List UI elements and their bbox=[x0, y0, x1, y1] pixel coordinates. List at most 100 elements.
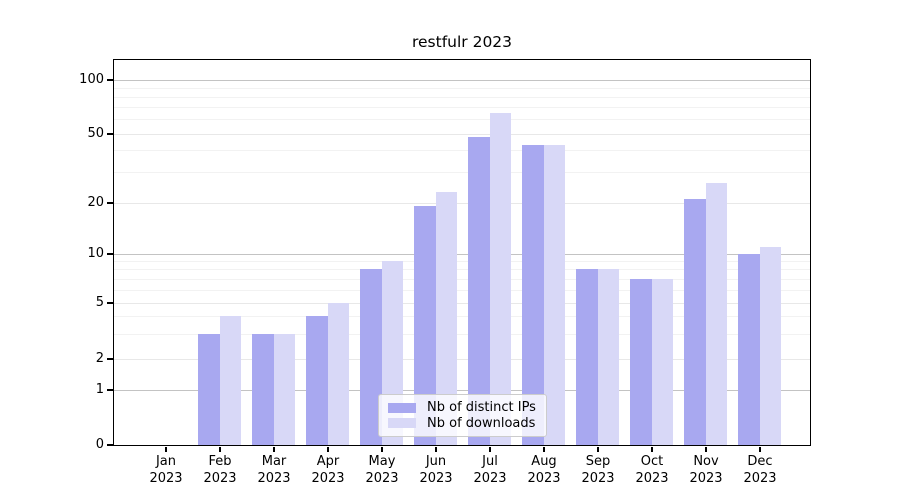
bar-distinct-ips-nov bbox=[684, 198, 706, 445]
x-axis-label-dec: Dec 2023 bbox=[732, 453, 788, 487]
gridline-minor-7 bbox=[113, 278, 810, 280]
bar-downloads-oct bbox=[651, 278, 673, 445]
x-axis-label-month: May bbox=[368, 454, 396, 469]
x-axis-tick-jun bbox=[435, 446, 437, 452]
y-axis-tick-10 bbox=[107, 253, 113, 255]
gridline-minor-30 bbox=[113, 172, 810, 173]
x-axis-label-month: Aug bbox=[531, 454, 557, 469]
y-axis-label-50: 50 bbox=[87, 126, 104, 141]
x-axis-tick-oct bbox=[651, 446, 653, 452]
x-axis-label-month: Jun bbox=[425, 454, 447, 469]
gridline-50 bbox=[113, 133, 810, 135]
y-axis-label-100: 100 bbox=[79, 72, 104, 87]
legend-label-distinct-ips: Nb of distinct IPs bbox=[427, 400, 536, 416]
bar-distinct-ips-mar bbox=[252, 333, 274, 445]
x-axis-label-year: 2023 bbox=[527, 471, 561, 486]
x-axis-label-year: 2023 bbox=[689, 471, 723, 486]
x-axis-label-month: Mar bbox=[261, 454, 287, 469]
y-axis-label-1: 1 bbox=[95, 382, 104, 397]
legend: Nb of distinct IPs Nb of downloads bbox=[378, 394, 547, 437]
gridline-100 bbox=[113, 79, 810, 81]
bar-downloads-sep bbox=[597, 269, 619, 445]
legend-item-downloads: Nb of downloads bbox=[388, 416, 537, 432]
gridline-minor-90 bbox=[113, 87, 810, 89]
gridline-minor-8 bbox=[113, 269, 810, 271]
y-axis-tick-1 bbox=[107, 389, 113, 391]
gridline-20 bbox=[113, 202, 810, 204]
x-axis-label-feb: Feb 2023 bbox=[192, 453, 248, 487]
chart-title: restfulr 2023 bbox=[411, 33, 513, 51]
x-axis-tick-feb bbox=[219, 446, 221, 452]
x-axis-tick-may bbox=[381, 446, 383, 452]
x-axis-label-apr: Apr 2023 bbox=[300, 453, 356, 487]
x-axis-tick-dec bbox=[759, 446, 761, 452]
legend-item-distinct-ips: Nb of distinct IPs bbox=[388, 400, 537, 416]
x-axis-label-month: Oct bbox=[640, 454, 664, 469]
gridline-1 bbox=[113, 389, 810, 391]
x-axis-label-jun: Jun 2023 bbox=[408, 453, 464, 487]
x-axis-label-month: Apr bbox=[316, 454, 340, 469]
gridline-minor-6 bbox=[113, 289, 810, 291]
y-axis-tick-5 bbox=[107, 302, 113, 304]
bar-downloads-apr bbox=[327, 302, 349, 445]
gridline-minor-60 bbox=[113, 119, 810, 121]
bar-downloads-jul bbox=[489, 113, 511, 445]
x-axis-tick-mar bbox=[273, 446, 275, 452]
x-axis-label-mar: Mar 2023 bbox=[246, 453, 302, 487]
y-axis-tick-20 bbox=[107, 202, 113, 204]
y-axis-label-10: 10 bbox=[87, 246, 104, 261]
gridline-minor-4 bbox=[113, 316, 810, 318]
gridline-minor-3 bbox=[113, 333, 810, 335]
y-axis-label-0: 0 bbox=[95, 437, 104, 452]
x-axis-tick-nov bbox=[705, 446, 707, 452]
x-axis-label-year: 2023 bbox=[257, 471, 291, 486]
bar-distinct-ips-dec bbox=[738, 253, 760, 445]
x-axis-label-year: 2023 bbox=[203, 471, 237, 486]
bar-downloads-mar bbox=[273, 333, 295, 445]
y-axis-tick-50 bbox=[107, 133, 113, 135]
x-axis-label-year: 2023 bbox=[365, 471, 399, 486]
y-axis-label-2: 2 bbox=[95, 351, 104, 366]
y-axis-label-5: 5 bbox=[95, 295, 104, 310]
x-axis-label-oct: Oct 2023 bbox=[624, 453, 680, 487]
x-axis-label-month: Jul bbox=[482, 454, 498, 469]
x-axis-label-year: 2023 bbox=[149, 471, 183, 486]
y-axis-tick-0 bbox=[107, 444, 113, 446]
bar-downloads-feb bbox=[219, 316, 241, 445]
gridline-5 bbox=[113, 302, 810, 304]
x-axis-tick-jan bbox=[165, 446, 167, 452]
x-axis-label-month: Sep bbox=[585, 454, 611, 469]
bar-distinct-ips-oct bbox=[630, 278, 652, 445]
bar-distinct-ips-jun bbox=[414, 206, 436, 445]
y-axis-tick-2 bbox=[107, 358, 113, 360]
x-axis-label-month: Dec bbox=[747, 454, 773, 469]
gridline-minor-80 bbox=[113, 96, 810, 98]
bar-distinct-ips-feb bbox=[198, 333, 220, 445]
x-axis-label-year: 2023 bbox=[581, 471, 615, 486]
x-axis-label-may: May 2023 bbox=[354, 453, 410, 487]
x-axis-label-nov: Nov 2023 bbox=[678, 453, 734, 487]
x-axis-label-month: Feb bbox=[208, 454, 232, 469]
x-axis-label-sep: Sep 2023 bbox=[570, 453, 626, 487]
bar-distinct-ips-apr bbox=[306, 316, 328, 445]
bar-distinct-ips-jul bbox=[468, 136, 490, 445]
bar-downloads-nov bbox=[705, 182, 727, 445]
plot-area bbox=[112, 58, 811, 446]
x-axis-tick-jul bbox=[489, 446, 491, 452]
x-axis-tick-sep bbox=[597, 446, 599, 452]
x-axis-label-year: 2023 bbox=[473, 471, 507, 486]
bar-downloads-aug bbox=[543, 144, 565, 445]
gridline-minor-9 bbox=[113, 260, 810, 262]
legend-swatch-distinct-ips bbox=[388, 402, 416, 413]
bar-downloads-dec bbox=[759, 246, 781, 445]
bar-downloads-jun bbox=[435, 192, 457, 445]
x-axis-label-year: 2023 bbox=[419, 471, 453, 486]
x-axis-label-year: 2023 bbox=[635, 471, 669, 486]
x-axis-label-year: 2023 bbox=[311, 471, 345, 486]
gridline-2 bbox=[113, 358, 810, 360]
x-axis-label-month: Nov bbox=[693, 454, 719, 469]
x-axis-label-year: 2023 bbox=[743, 471, 777, 486]
bar-distinct-ips-sep bbox=[576, 269, 598, 445]
legend-swatch-downloads bbox=[388, 418, 416, 429]
